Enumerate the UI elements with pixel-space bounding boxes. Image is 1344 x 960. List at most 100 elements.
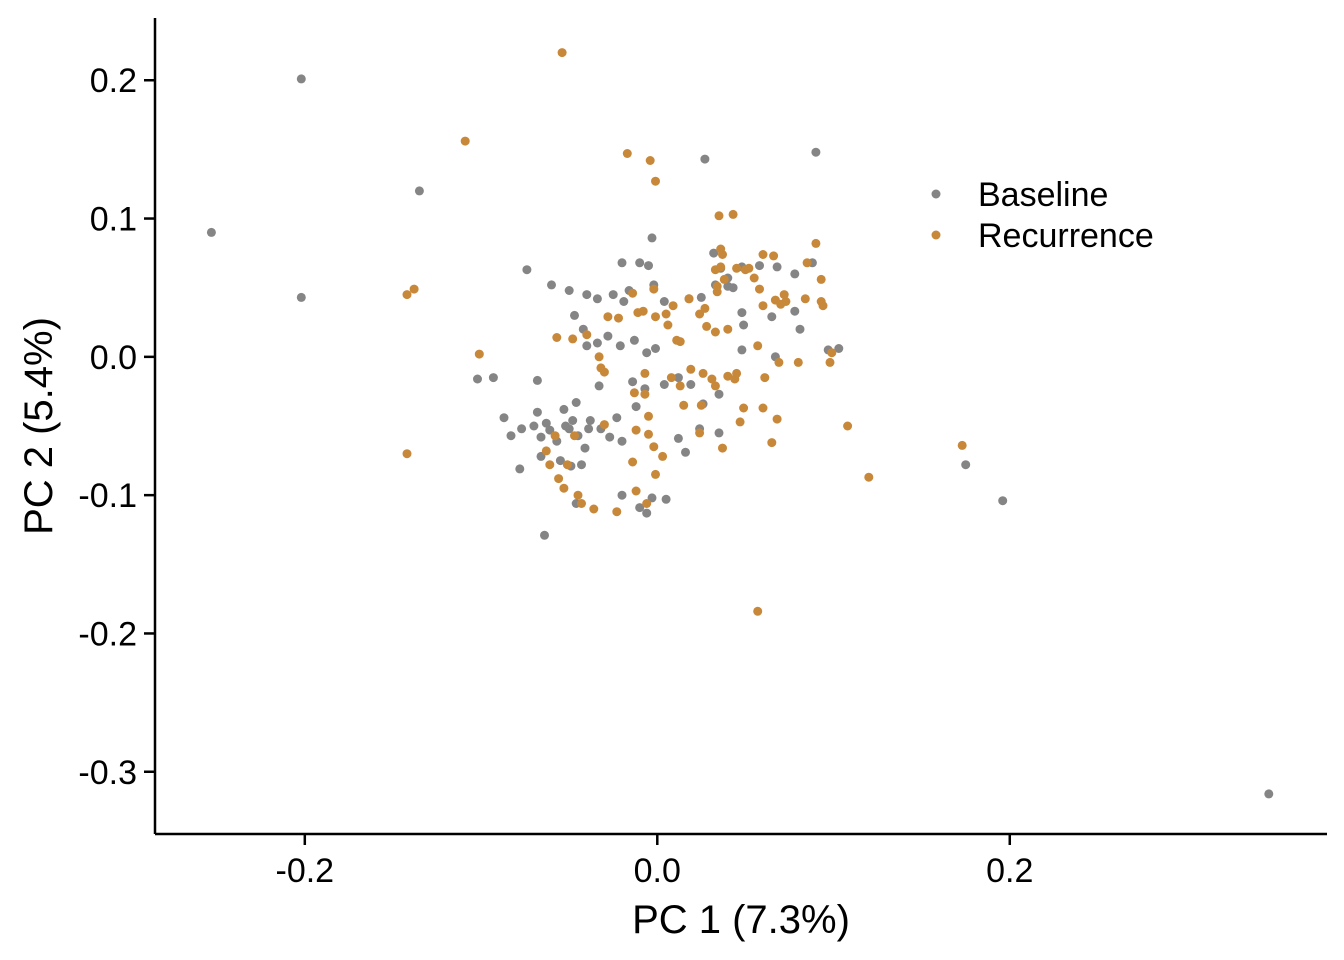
point-baseline-89 — [714, 389, 724, 399]
point-recurrence-44 — [710, 327, 720, 337]
point-baseline-71 — [790, 269, 800, 279]
point-baseline-50 — [570, 310, 579, 320]
point-baseline-62 — [659, 297, 669, 306]
point-baseline-77 — [592, 338, 602, 348]
point-baseline-78 — [603, 331, 613, 341]
point-recurrence-21 — [800, 294, 810, 304]
point-recurrence-98 — [649, 442, 659, 452]
point-recurrence-90 — [573, 490, 583, 500]
point-recurrence-100 — [631, 425, 641, 435]
point-baseline-44 — [647, 493, 657, 503]
point-baseline-5 — [811, 147, 821, 157]
point-recurrence-69 — [640, 389, 650, 399]
y-tick-label-5: -0.3 — [78, 754, 137, 792]
point-recurrence-99 — [658, 451, 668, 461]
point-recurrence-64 — [582, 330, 592, 340]
point-baseline-72 — [790, 306, 800, 316]
point-recurrence-9 — [474, 349, 484, 359]
point-baseline-49 — [714, 428, 724, 438]
point-baseline-59 — [644, 261, 653, 271]
point-recurrence-31 — [716, 244, 726, 254]
point-recurrence-14 — [957, 440, 967, 450]
point-baseline-20 — [541, 418, 551, 428]
point-recurrence-62 — [599, 367, 609, 377]
point-baseline-17 — [529, 421, 539, 431]
point-baseline-35 — [584, 424, 594, 434]
point-baseline-91 — [739, 320, 749, 330]
point-recurrence-32 — [719, 274, 729, 284]
point-baseline-38 — [561, 421, 571, 431]
point-baseline-52 — [564, 286, 574, 295]
point-baseline-18 — [532, 407, 542, 417]
point-recurrence-107 — [570, 431, 579, 441]
point-recurrence-78 — [732, 368, 742, 378]
point-baseline-53 — [582, 290, 592, 300]
point-baseline-8 — [1264, 789, 1274, 799]
point-recurrence-23 — [793, 357, 803, 367]
point-recurrence-43 — [700, 303, 710, 313]
point-recurrence-86 — [772, 414, 782, 424]
point-baseline-41 — [617, 490, 627, 500]
point-baseline-33 — [540, 530, 549, 540]
point-recurrence-22 — [802, 258, 812, 268]
point-recurrence-73 — [679, 400, 689, 410]
y-tick-label-1: 0.1 — [90, 201, 137, 239]
point-recurrence-52 — [684, 294, 694, 304]
point-baseline-30 — [555, 456, 565, 466]
point-recurrence-27 — [732, 263, 742, 273]
point-recurrence-25 — [758, 250, 768, 259]
point-baseline-16 — [517, 424, 527, 434]
point-recurrence-40 — [758, 301, 768, 311]
point-recurrence-110 — [760, 373, 770, 383]
point-recurrence-2 — [622, 149, 632, 158]
legend-marker-baseline — [931, 189, 941, 199]
point-baseline-7 — [961, 460, 971, 470]
point-recurrence-97 — [651, 469, 660, 479]
point-baseline-80 — [629, 335, 639, 345]
point-recurrence-15 — [811, 238, 821, 248]
point-baseline-79 — [615, 341, 625, 351]
point-baseline-47 — [681, 447, 690, 457]
point-recurrence-5 — [714, 211, 724, 221]
point-baseline-55 — [608, 290, 618, 300]
point-recurrence-108 — [672, 335, 682, 345]
point-recurrence-75 — [698, 368, 708, 378]
point-recurrence-55 — [753, 341, 763, 351]
point-baseline-70 — [772, 262, 782, 272]
point-baseline-43 — [642, 508, 652, 518]
legend-label-recurrence: Recurrence — [978, 217, 1154, 255]
point-baseline-90 — [737, 308, 747, 318]
point-baseline-98 — [631, 402, 641, 412]
point-recurrence-91 — [577, 499, 586, 508]
point-recurrence-0 — [557, 48, 567, 58]
point-recurrence-84 — [718, 443, 727, 453]
point-baseline-40 — [605, 432, 615, 442]
y-tick-label-4: -0.2 — [78, 615, 137, 653]
y-tick-label-0: 0.2 — [90, 62, 137, 100]
legend: Baseline Recurrence — [931, 176, 1154, 255]
x-axis-title: PC 1 (7.3%) — [632, 898, 850, 942]
point-recurrence-60 — [594, 352, 604, 362]
point-recurrence-45 — [695, 309, 705, 319]
point-baseline-0 — [296, 74, 306, 84]
point-baseline-3 — [414, 186, 424, 196]
point-recurrence-19 — [827, 348, 837, 358]
point-baseline-1 — [206, 227, 216, 237]
point-baseline-6 — [998, 496, 1008, 506]
point-baseline-99 — [612, 413, 622, 423]
point-baseline-37 — [580, 443, 590, 453]
point-baseline-10 — [547, 280, 556, 290]
point-baseline-39 — [617, 436, 627, 446]
point-recurrence-67 — [629, 388, 639, 398]
point-recurrence-74 — [696, 400, 706, 410]
point-recurrence-88 — [550, 431, 560, 441]
point-baseline-81 — [642, 348, 652, 358]
y-tick-label-2: 0.0 — [90, 339, 137, 377]
point-baseline-93 — [767, 312, 777, 322]
point-baseline-86 — [673, 373, 683, 383]
point-recurrence-65 — [552, 333, 562, 342]
point-recurrence-30 — [710, 265, 720, 275]
point-baseline-76 — [582, 341, 592, 351]
point-recurrence-16 — [816, 274, 826, 284]
